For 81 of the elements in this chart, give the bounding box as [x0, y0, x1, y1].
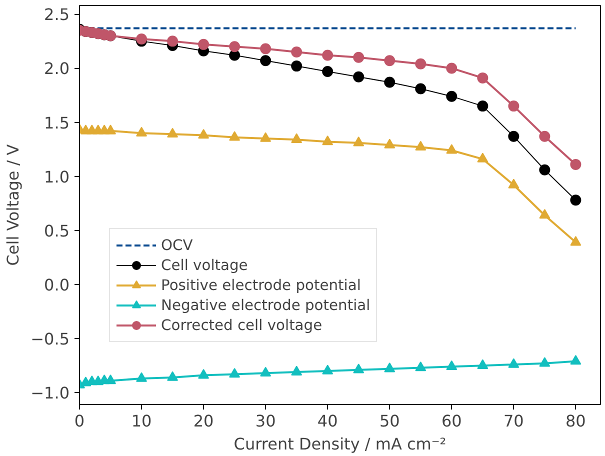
point [291, 60, 302, 72]
point [322, 66, 334, 77]
point [353, 136, 364, 146]
point [291, 46, 302, 58]
point [229, 368, 240, 378]
x-tick-label: 10 [131, 412, 152, 430]
point [198, 369, 210, 379]
y-tick-label: 2.5 [44, 5, 70, 24]
point [415, 83, 426, 94]
legend-label: Positive electrode potential [161, 276, 361, 294]
point [353, 364, 364, 374]
x-tick-label: 20 [193, 412, 214, 430]
point [136, 126, 148, 136]
point [229, 131, 240, 141]
point [167, 36, 178, 47]
point [508, 130, 520, 142]
point [260, 132, 272, 142]
point [384, 362, 396, 372]
x-tick-label: 70 [503, 412, 524, 430]
x-tick-label: 30 [255, 412, 276, 430]
point [446, 90, 458, 102]
point [477, 100, 488, 112]
point [260, 55, 272, 66]
y-tick-label: 0.5 [44, 221, 70, 240]
point [384, 138, 396, 148]
point [291, 366, 302, 376]
point [322, 364, 334, 374]
point [477, 152, 488, 162]
point [260, 43, 272, 54]
y-tick-label: 2.0 [44, 59, 70, 78]
y-tick-label: −1.0 [30, 384, 70, 403]
point [539, 130, 550, 142]
point [446, 144, 458, 154]
point [539, 209, 550, 219]
point [539, 164, 550, 176]
x-tick-label: 50 [379, 412, 400, 430]
point [446, 62, 458, 74]
point [384, 55, 396, 66]
x-tick-label: 60 [441, 412, 462, 430]
point [136, 372, 148, 382]
x-tick-label: 40 [317, 412, 338, 430]
point [415, 140, 426, 151]
x-axis-title: Current Density / mA cm⁻² [234, 434, 446, 454]
point [415, 361, 426, 372]
legend-label: Corrected cell voltage [161, 316, 322, 334]
point [508, 358, 520, 368]
point [105, 124, 116, 134]
x-tick-label: 80 [566, 412, 586, 430]
legend-label: Cell voltage [161, 256, 248, 274]
y-tick-label: 1.5 [44, 113, 70, 132]
point [322, 50, 334, 61]
y-tick-label: 1.0 [44, 167, 70, 186]
y-axis-title: Cell Voltage / V [4, 144, 23, 266]
point [167, 371, 178, 381]
point [477, 72, 488, 84]
point [570, 158, 582, 170]
y-tick-label: 0.0 [44, 275, 70, 294]
point [508, 100, 520, 112]
point [570, 194, 582, 206]
x-tick-label: 0 [74, 412, 85, 430]
point [477, 359, 488, 369]
legend-label: OCV [161, 236, 193, 254]
point [570, 354, 582, 365]
legend-label: Negative electrode potential [161, 296, 370, 314]
point [353, 52, 364, 63]
point [353, 71, 364, 82]
point [229, 41, 240, 52]
point [105, 374, 116, 384]
point [508, 178, 520, 188]
point [384, 76, 396, 88]
point [446, 360, 458, 370]
y-tick-label: −0.5 [30, 330, 70, 349]
point [291, 133, 302, 143]
point [539, 357, 550, 367]
point [570, 236, 582, 246]
point [198, 38, 210, 50]
point [322, 135, 334, 146]
point [198, 128, 210, 139]
point [260, 366, 272, 377]
point [415, 58, 426, 70]
point [167, 128, 178, 138]
